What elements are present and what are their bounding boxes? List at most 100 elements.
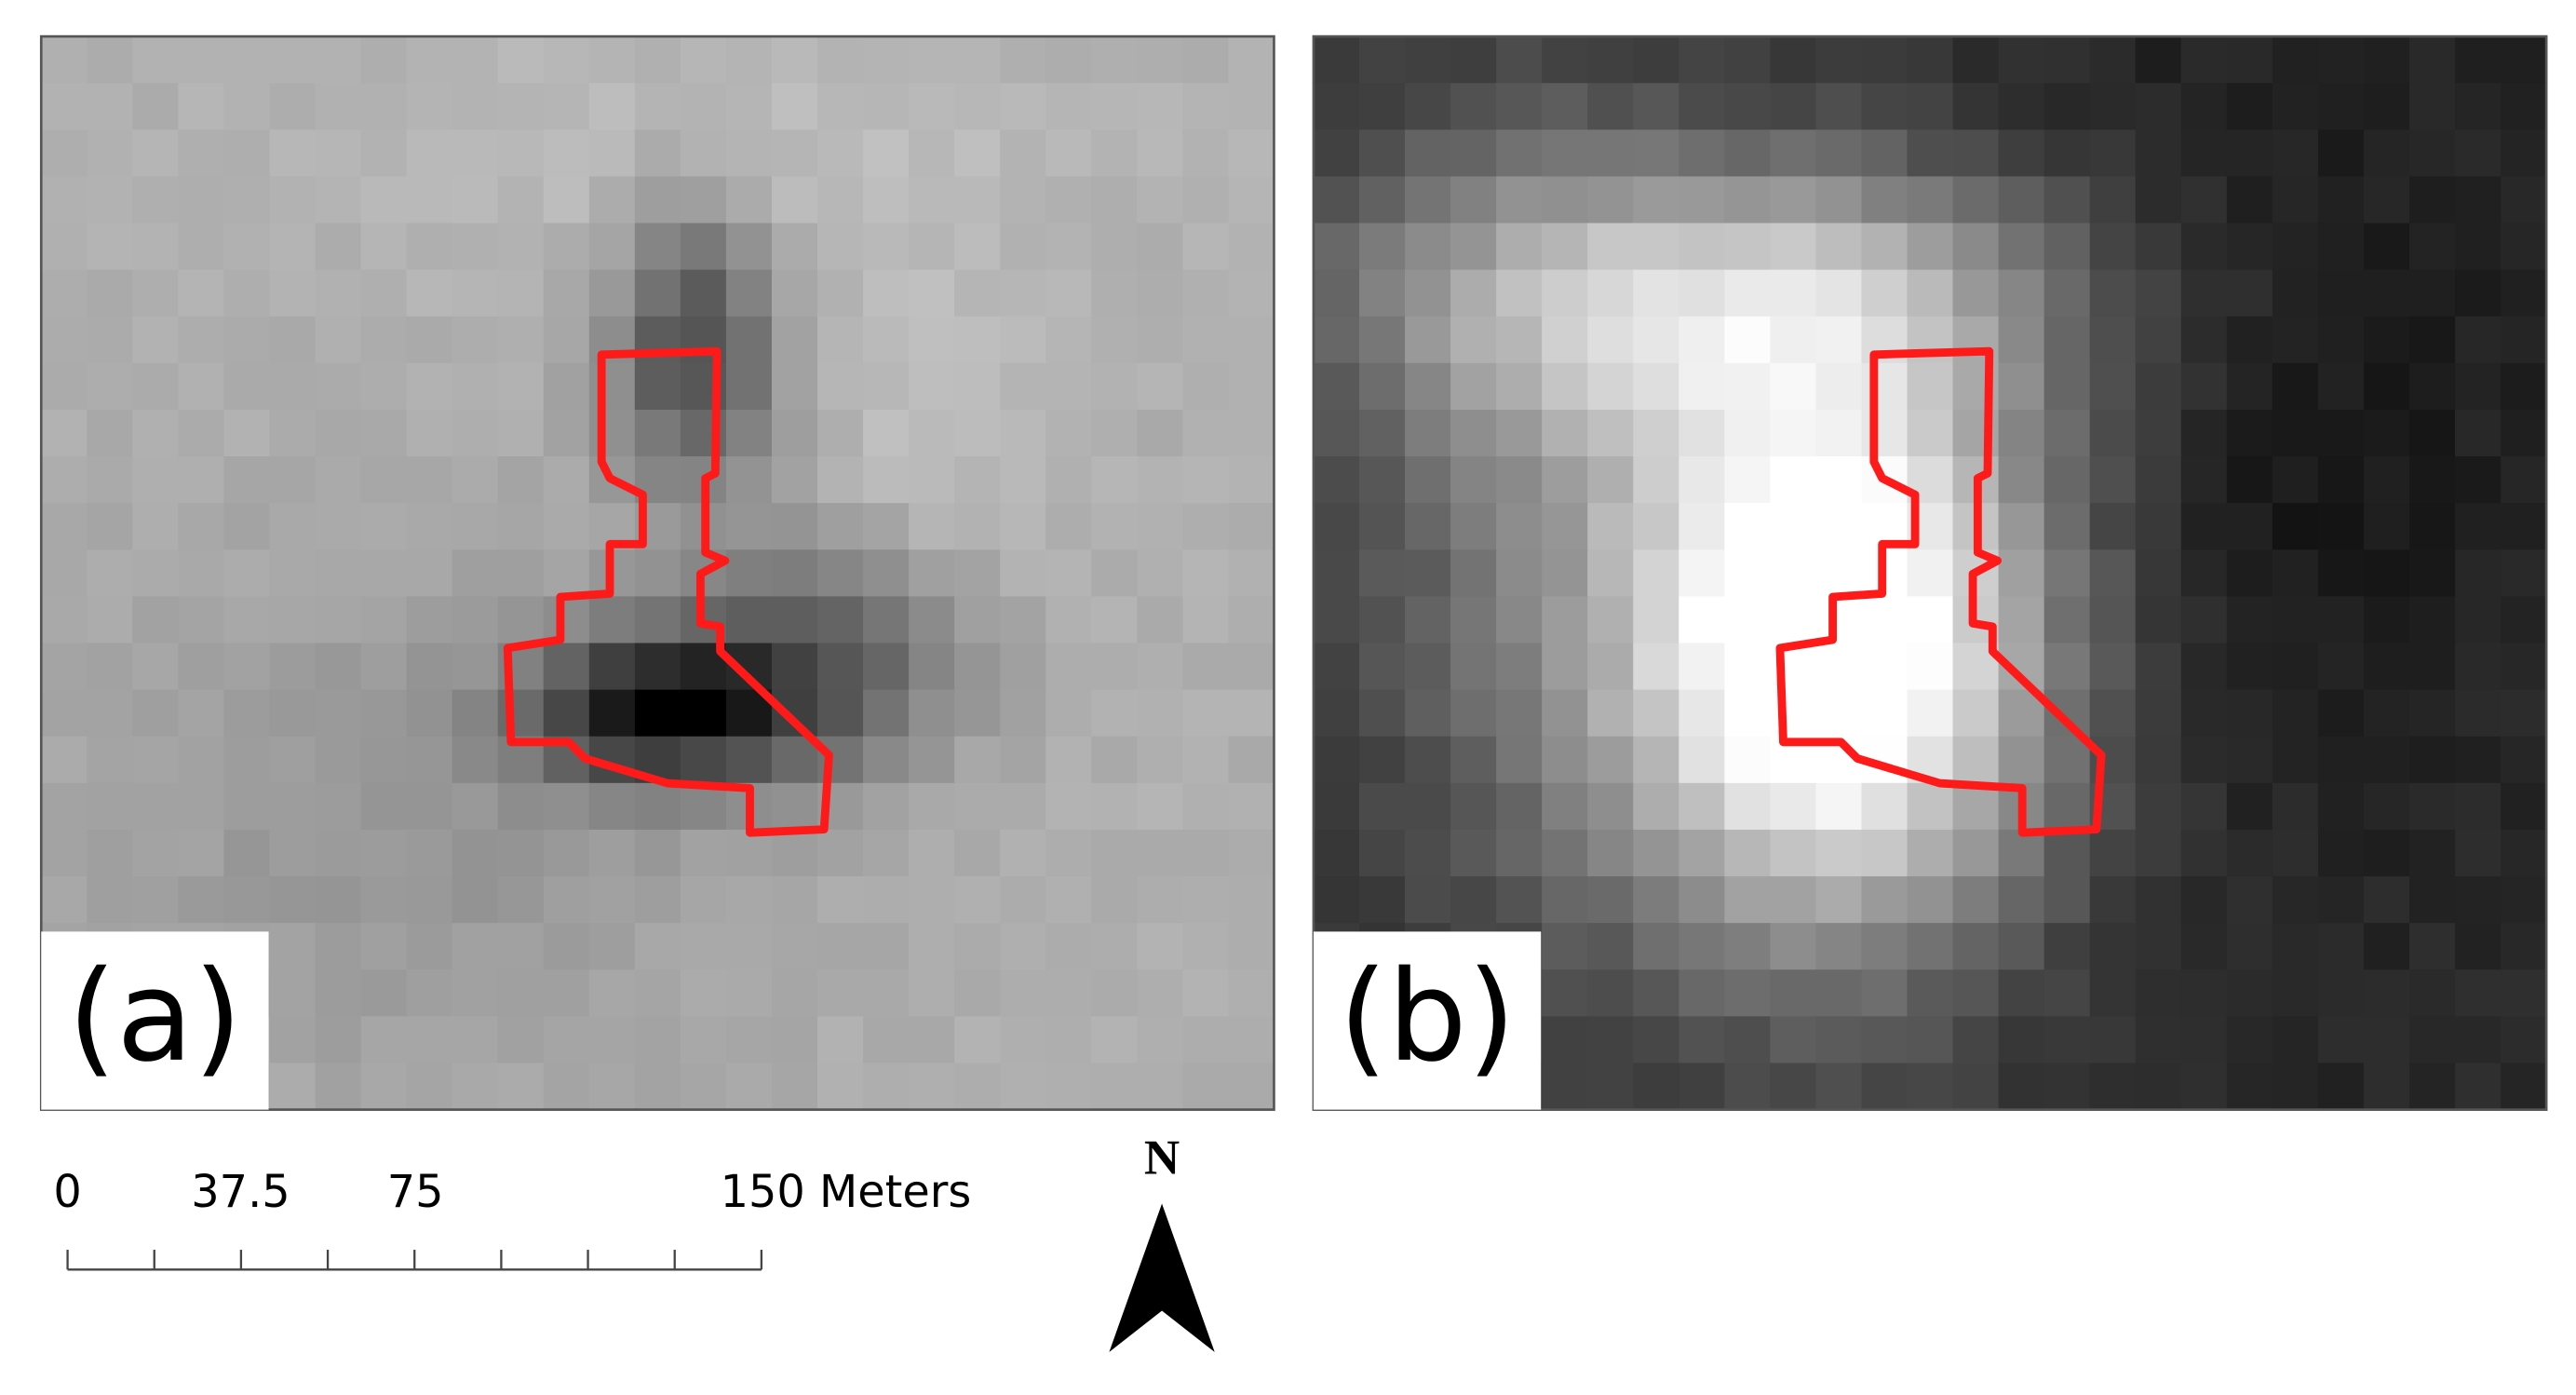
- pixel: [2409, 1016, 2457, 1064]
- pixel: [452, 316, 499, 364]
- pixel: [1952, 129, 2000, 178]
- pixel: [1182, 1063, 1230, 1111]
- pixel: [634, 36, 681, 85]
- pixel: [269, 596, 317, 644]
- pixel: [2363, 36, 2411, 85]
- pixel: [223, 782, 271, 831]
- pixel: [406, 269, 453, 318]
- pixel: [1228, 923, 1275, 971]
- pixel: [406, 129, 453, 178]
- pixel: [1907, 876, 1954, 925]
- pixel: [132, 269, 180, 318]
- pixel: [1952, 782, 2000, 831]
- pixel: [1137, 643, 1184, 691]
- pixel: [1182, 1016, 1230, 1064]
- pixel: [1405, 176, 1452, 224]
- pixel: [2089, 969, 2137, 1018]
- pixel: [863, 923, 910, 971]
- pixel: [771, 596, 819, 644]
- pixel: [87, 269, 134, 318]
- pixel: [817, 176, 865, 224]
- pixel: [2135, 689, 2182, 738]
- pixel: [954, 549, 1002, 598]
- pixel: [1000, 549, 1047, 598]
- pixel: [2363, 969, 2411, 1018]
- pixel: [223, 596, 271, 644]
- pixel: [1998, 923, 2045, 971]
- pixel: [2455, 83, 2502, 131]
- pixel: [2409, 969, 2457, 1018]
- pixel: [1137, 1063, 1184, 1111]
- pixel: [680, 736, 727, 784]
- pixel: [1091, 689, 1139, 738]
- pixel: [909, 269, 956, 318]
- pixel: [2501, 782, 2548, 831]
- pixel: [2272, 689, 2319, 738]
- pixel: [909, 176, 956, 224]
- pixel: [634, 83, 681, 131]
- pixel: [1137, 736, 1184, 784]
- pixel: [2363, 176, 2411, 224]
- pixel: [269, 689, 317, 738]
- pixel: [2089, 549, 2137, 598]
- pixel: [2363, 456, 2411, 505]
- pixel: [1137, 596, 1184, 644]
- pixel: [2272, 549, 2319, 598]
- pixel: [132, 36, 180, 85]
- pixel: [2089, 176, 2137, 224]
- pixel: [1496, 829, 1544, 878]
- pixel: [1633, 923, 1680, 971]
- pixel: [406, 643, 453, 691]
- pixel: [771, 549, 819, 598]
- pixel: [2135, 456, 2182, 505]
- pixel: [954, 362, 1002, 412]
- pixel: [1313, 269, 1361, 318]
- pixel: [2501, 689, 2548, 738]
- pixel: [680, 129, 727, 178]
- pixel: [1091, 923, 1139, 971]
- pixel: [863, 596, 910, 644]
- pixel: [1450, 409, 1498, 458]
- pixel: [863, 362, 910, 412]
- pixel: [1405, 36, 1452, 85]
- pixel: [2226, 876, 2273, 925]
- pixel: [1091, 1063, 1139, 1111]
- pixel: [406, 689, 453, 738]
- pixel: [771, 643, 819, 691]
- pixel: [269, 829, 317, 878]
- pixel: [2226, 409, 2273, 458]
- pixel: [1542, 83, 1589, 131]
- pixel: [1724, 456, 1772, 505]
- pixel: [2409, 782, 2457, 831]
- pixel: [1770, 456, 1817, 505]
- pixel: [1679, 923, 1726, 971]
- pixel: [909, 1016, 956, 1064]
- pixel: [1770, 409, 1817, 458]
- pixel: [132, 596, 180, 644]
- pixel: [406, 782, 453, 831]
- pixel: [954, 923, 1002, 971]
- pixel: [1587, 969, 1635, 1018]
- pixel: [2089, 829, 2137, 878]
- pixel: [315, 316, 362, 364]
- pixel: [1542, 36, 1589, 85]
- pixel: [1907, 643, 1954, 691]
- pixel: [1815, 409, 1863, 458]
- pixel: [1228, 409, 1275, 458]
- pixel: [543, 409, 590, 458]
- pixel: [87, 643, 134, 691]
- pixel: [178, 829, 225, 878]
- pixel: [1182, 782, 1230, 831]
- pixel: [87, 362, 134, 412]
- panel-label: (b): [1339, 943, 1516, 1090]
- pixel: [132, 876, 180, 925]
- pixel: [1724, 969, 1772, 1018]
- pixel: [634, 596, 681, 644]
- pixel: [223, 456, 271, 505]
- pixel: [954, 876, 1002, 925]
- pixel: [452, 83, 499, 131]
- pixel: [1496, 643, 1544, 691]
- pixel: [1998, 736, 2045, 784]
- pixel: [1000, 876, 1047, 925]
- pixel: [1450, 689, 1498, 738]
